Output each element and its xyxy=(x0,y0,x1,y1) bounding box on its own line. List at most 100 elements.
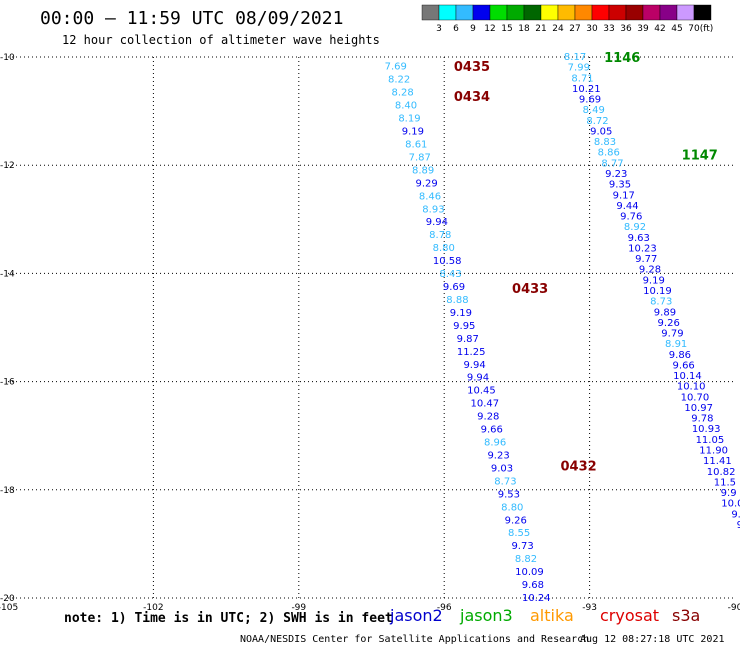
wave-height-value: 8.86 xyxy=(598,148,620,159)
colorbar-swatch xyxy=(472,4,491,21)
wave-height-value: 8.73 xyxy=(650,297,672,308)
wave-height-value: 9.28 xyxy=(477,412,499,423)
wave-height-value: 8.83 xyxy=(594,137,616,148)
wave-height-value: 9.44 xyxy=(616,201,638,212)
wave-height-value: 9.69 xyxy=(579,95,601,106)
wave-height-value: 9.87 xyxy=(457,334,479,345)
wave-height-value: 8.92 xyxy=(624,222,646,233)
colorbar-label: 18 xyxy=(518,24,530,34)
colorbar-label: 30 xyxy=(586,24,598,34)
wave-height-value: 9.63 xyxy=(628,233,650,244)
wave-height-value: 9.23 xyxy=(487,450,509,461)
colorbar-label: 27 xyxy=(569,24,580,34)
wave-height-value: 9.03 xyxy=(491,463,513,474)
pass-time-label: 1147 xyxy=(682,148,718,163)
wave-height-value: 10.97 xyxy=(684,403,713,414)
wave-height-value: 8.19 xyxy=(398,114,420,125)
wave-height-value: 10.70 xyxy=(681,392,710,403)
wave-height-value: 10.09 xyxy=(515,567,544,578)
wave-height-value: 11.5 xyxy=(714,477,736,488)
wave-height-value: 10.21 xyxy=(572,84,601,95)
colorbar-swatch xyxy=(489,4,508,21)
y-tick-label: -20 xyxy=(0,594,15,604)
wave-height-value: 9 xyxy=(737,520,740,531)
y-tick-label: -12 xyxy=(0,161,15,171)
legend-jason3: jason3 xyxy=(460,606,513,625)
colorbar-label: 45 xyxy=(671,24,682,34)
wave-height-value: 9.23 xyxy=(605,169,627,180)
wave-height-value: 8.96 xyxy=(484,438,506,449)
wave-height-value: 9.94 xyxy=(463,360,485,371)
wave-height-value: 8.77 xyxy=(601,158,623,169)
wave-height-value: 8.73 xyxy=(494,476,516,487)
wave-height-value: 10.14 xyxy=(673,371,702,382)
wave-height-value: 9.95 xyxy=(453,321,475,332)
colorbar-label: 24 xyxy=(552,24,564,34)
colorbar-label: 70 xyxy=(688,24,700,34)
wave-height-value: 9. xyxy=(731,509,740,520)
colorbar-label: 21 xyxy=(535,24,546,34)
colorbar-swatch xyxy=(438,4,457,21)
x-tick-label: -102 xyxy=(143,603,163,613)
wave-height-value: 8.28 xyxy=(391,88,413,99)
wave-height-value: 8.49 xyxy=(583,105,605,116)
colorbar-swatch xyxy=(693,4,712,21)
wave-height-value: 9.89 xyxy=(654,307,676,318)
wave-height-value: 10.0 xyxy=(721,499,740,510)
wave-height-value: 8.72 xyxy=(586,116,608,127)
wave-height-value: 10.47 xyxy=(471,399,500,410)
wave-height-value: 9.19 xyxy=(402,127,424,138)
colorbar-swatch xyxy=(557,4,576,21)
map-title: 00:00 – 11:59 UTC 08/09/2021 xyxy=(40,8,344,29)
wave-height-value: 8.93 xyxy=(422,204,444,215)
wave-height-value: 9.94 xyxy=(426,217,448,228)
wave-height-value: 10.82 xyxy=(707,467,736,478)
wave-height-value: 9.66 xyxy=(673,360,695,371)
wave-height-value: 10.93 xyxy=(692,424,721,435)
wave-height-value: 8.80 xyxy=(501,502,523,513)
wave-height-value: 8.80 xyxy=(433,243,455,254)
colorbar-swatch xyxy=(540,4,559,21)
wave-height-value: 8.88 xyxy=(446,295,468,306)
pass-time-label: 0432 xyxy=(561,459,597,474)
colorbar-swatch xyxy=(591,4,610,21)
wave-height-value: 9.35 xyxy=(609,180,631,191)
y-tick-label: -16 xyxy=(0,378,15,388)
wave-height-value: 8.40 xyxy=(395,101,417,112)
colorbar-label: 36 xyxy=(620,24,632,34)
pass-time-label: 0434 xyxy=(454,90,490,105)
map-subtitle: 12 hour collection of altimeter wave hei… xyxy=(62,33,380,47)
wave-height-value: 9.66 xyxy=(481,425,503,436)
wave-height-value: 9.76 xyxy=(620,212,642,223)
wave-height-value: 8.82 xyxy=(515,554,537,565)
y-tick-label: -10 xyxy=(0,53,15,63)
wave-height-value: 9.79 xyxy=(661,329,683,340)
colorbar-label: 39 xyxy=(637,24,649,34)
wave-height-value: 10.58 xyxy=(433,256,462,267)
wave-height-value: 11.05 xyxy=(696,435,725,446)
wave-height-value: 9.78 xyxy=(691,414,713,425)
wave-height-value: 11.25 xyxy=(457,347,486,358)
colorbar-swatch xyxy=(455,4,474,21)
x-tick-label: -96 xyxy=(437,603,452,613)
wave-height-value: 8.71 xyxy=(571,73,593,84)
x-tick-label: -93 xyxy=(582,603,597,613)
credit-line: NOAA/NESDIS Center for Satellite Applica… xyxy=(240,634,590,645)
colorbar-swatch xyxy=(506,4,525,21)
colorbar-swatch xyxy=(523,4,542,21)
generated-timestamp: Aug 12 08:27:18 UTC 2021 xyxy=(580,634,725,645)
y-tick-label: -18 xyxy=(0,486,15,496)
pass-time-label: 0435 xyxy=(454,60,490,75)
wave-height-value: 9.94 xyxy=(467,373,489,384)
wave-height-value: 7.99 xyxy=(568,63,590,74)
wave-height-value: 7.69 xyxy=(385,62,407,73)
pass-time-label: 0433 xyxy=(512,282,548,297)
x-tick-label: -90 xyxy=(728,603,740,613)
wave-height-value: 9.17 xyxy=(613,190,635,201)
wave-height-value: 9.53 xyxy=(498,489,520,500)
wave-height-value: 9.69 xyxy=(443,282,465,293)
wave-height-value: 9.9 xyxy=(721,488,737,499)
colorbar-swatch xyxy=(421,4,440,21)
